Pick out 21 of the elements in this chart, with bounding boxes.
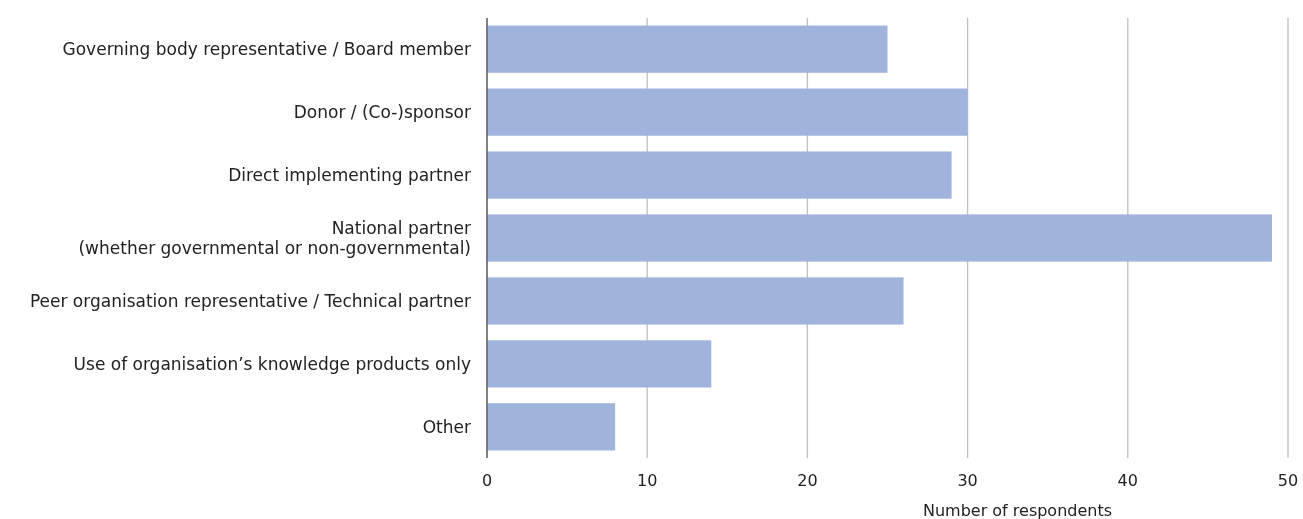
bar xyxy=(487,277,904,325)
x-tick-label: 30 xyxy=(957,471,978,490)
bar xyxy=(487,214,1272,262)
y-tick-label: Direct implementing partner xyxy=(228,165,471,185)
y-tick-label: Donor / (Co-)sponsor xyxy=(293,102,472,123)
x-tick-label: 0 xyxy=(481,471,493,490)
bar xyxy=(487,151,952,199)
y-tick-label: National partner (whether governmental or non-governmental) xyxy=(78,217,471,259)
x-tick-label: 50 xyxy=(1277,471,1299,490)
y-tick-label: Peer organisation representative / Technical partner xyxy=(29,290,471,311)
x-tick-label: 40 xyxy=(1117,471,1138,490)
bar xyxy=(487,403,616,451)
x-tick-label: 10 xyxy=(637,471,658,490)
y-tick-label: Other xyxy=(422,416,471,437)
bar xyxy=(487,25,888,73)
y-tick-label: Use of organisation’s knowledge products only xyxy=(73,353,471,374)
x-axis-title: Number of respondents xyxy=(922,501,1113,519)
x-tick-label: 20 xyxy=(797,471,818,490)
bar xyxy=(487,340,712,388)
y-tick-label: Governing body representative / Board member xyxy=(62,39,471,60)
bar xyxy=(487,88,968,136)
